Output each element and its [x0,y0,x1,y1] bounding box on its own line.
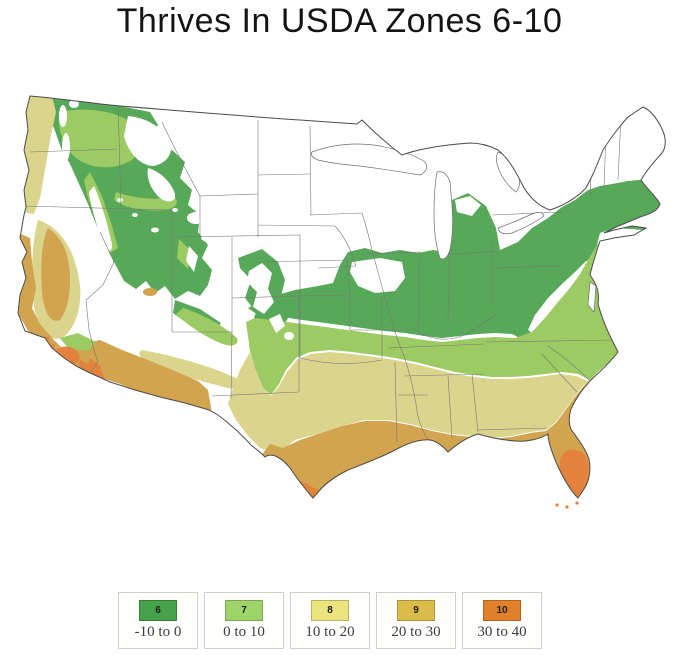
zone-9-number: 9 [413,605,419,616]
zone-7-range: 0 to 10 [223,624,265,640]
us-outline [17,95,666,499]
zone-8-range: 10 to 20 [305,624,355,640]
zone-7-number: 7 [241,605,247,616]
legend-item-zone-9: 9 20 to 30 [376,592,456,649]
zone-8-swatch: 8 [311,600,349,621]
zone-9-swatch: 9 [397,600,435,621]
zone-9-range: 20 to 30 [391,624,441,640]
zone-10-number: 10 [496,605,508,616]
page-title: Thrives In USDA Zones 6-10 [116,2,563,40]
legend-item-zone-10: 10 30 to 40 [462,592,542,649]
legend-item-zone-7: 7 0 to 10 [204,592,284,649]
legend-item-zone-8: 8 10 to 20 [290,592,370,649]
zone-10-range: 30 to 40 [477,624,527,640]
zone-7-swatch: 7 [225,600,263,621]
state-borders [23,99,622,443]
lake-michigan [433,171,454,260]
zone-8-number: 8 [327,605,333,616]
zone-10-swatch: 10 [483,600,521,621]
lake-erie [497,212,545,235]
unzoned-mountain-patches [59,100,481,340]
zone-6-number: 6 [155,605,161,616]
zone-7-mountain-patches [60,333,96,351]
chesapeake-bay [587,281,597,313]
legend: 6 -10 to 0 7 0 to 10 8 10 to 20 9 20 to … [118,592,542,649]
zone-6-range: -10 to 0 [134,624,182,640]
florida-keys [555,501,579,509]
legend-item-zone-6: 6 -10 to 0 [118,592,198,649]
zone-6-swatch: 6 [139,600,177,621]
